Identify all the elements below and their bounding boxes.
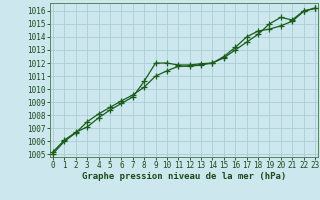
X-axis label: Graphe pression niveau de la mer (hPa): Graphe pression niveau de la mer (hPa): [82, 172, 286, 181]
